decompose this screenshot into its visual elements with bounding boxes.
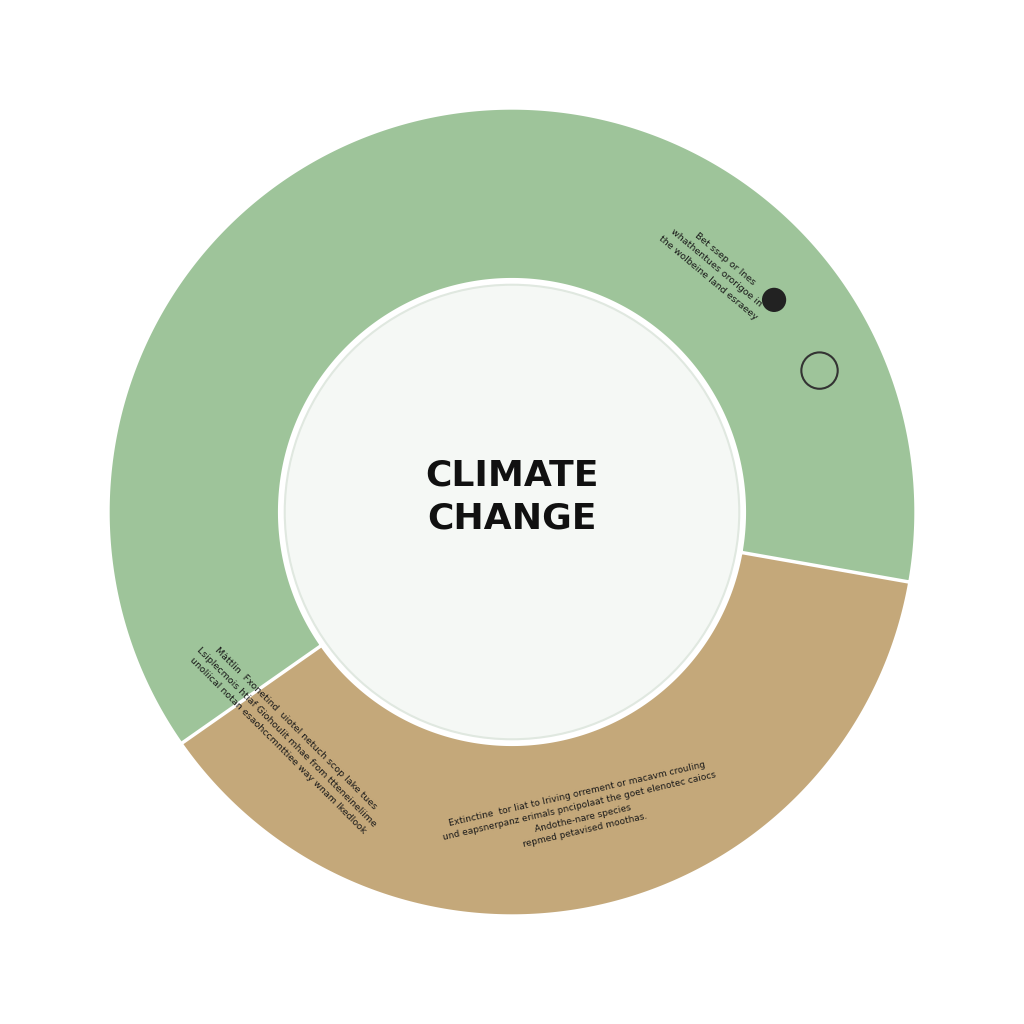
Polygon shape xyxy=(108,108,951,743)
Circle shape xyxy=(762,288,786,312)
Circle shape xyxy=(285,285,739,739)
Polygon shape xyxy=(108,73,914,916)
Text: Extinctine  tor liat to Iriving orrement or macavm crouling
und eapsnerpanz erim: Extinctine tor liat to Iriving orrement … xyxy=(439,758,723,866)
Polygon shape xyxy=(408,108,943,628)
Text: CLIMATE
CHANGE: CLIMATE CHANGE xyxy=(425,458,599,536)
Text: Bet ssep or lnes
whathentues ororigoe in
the wolbeine land esraeey: Bet ssep or lnes whathentues ororigoe in… xyxy=(657,215,775,322)
Text: Màttlin  Fxonetind  uiotel netuch scop lake tues
Lsiplecmois htiaf Giohoulit mha: Màttlin Fxonetind uiotel netuch scop lak… xyxy=(186,637,387,838)
